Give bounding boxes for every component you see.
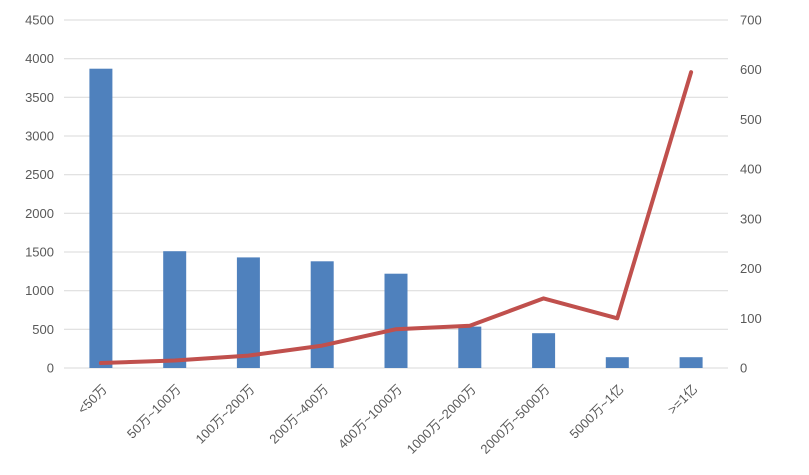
x-axis-category-label: 400万~1000万 bbox=[335, 382, 405, 452]
left-axis-tick-label: 3500 bbox=[25, 90, 54, 105]
x-axis-category-label: 1000万~2000万 bbox=[404, 382, 479, 457]
left-axis-tick-label: 2000 bbox=[25, 206, 54, 221]
right-axis-tick-label: 400 bbox=[740, 162, 762, 177]
right-axis-tick-label: 0 bbox=[740, 361, 747, 376]
x-axis-category-label: 100万~200万 bbox=[193, 382, 258, 447]
x-axis-category-label: >=1亿 bbox=[665, 382, 701, 418]
bar bbox=[532, 333, 556, 368]
right-axis-tick-label: 300 bbox=[740, 211, 762, 226]
x-axis-category-label: 50万~100万 bbox=[124, 382, 184, 442]
right-axis-tick-label: 500 bbox=[740, 112, 762, 127]
left-axis-tick-label: 4500 bbox=[25, 13, 54, 28]
left-axis-tick-label: 1500 bbox=[25, 245, 54, 260]
left-axis-tick-label: 4000 bbox=[25, 51, 54, 66]
left-axis-tick-label: 1000 bbox=[25, 283, 54, 298]
right-axis-tick-label: 700 bbox=[740, 13, 762, 28]
right-axis-tick-label: 200 bbox=[740, 261, 762, 276]
x-axis-category-label: 200万~400万 bbox=[266, 382, 331, 447]
line-series bbox=[98, 70, 694, 365]
left-axis-tick-label: 2500 bbox=[25, 167, 54, 182]
bar bbox=[605, 357, 629, 368]
bar bbox=[458, 326, 482, 368]
right-axis-tick-label: 600 bbox=[740, 62, 762, 77]
bar bbox=[163, 251, 187, 368]
right-axis-tick-label: 100 bbox=[740, 311, 762, 326]
x-axis-category-label: 5000万~1亿 bbox=[567, 382, 627, 442]
bar bbox=[384, 273, 408, 368]
x-axis-category-label: 2000万~5000万 bbox=[477, 382, 552, 457]
bar bbox=[310, 261, 334, 368]
left-axis-tick-label: 500 bbox=[32, 322, 54, 337]
left-axis-tick-label: 0 bbox=[47, 361, 54, 376]
x-axis-category-label: <50万 bbox=[75, 382, 110, 417]
bar bbox=[236, 257, 260, 368]
bar bbox=[89, 68, 113, 368]
bar bbox=[679, 357, 703, 368]
left-axis-tick-label: 3000 bbox=[25, 129, 54, 144]
